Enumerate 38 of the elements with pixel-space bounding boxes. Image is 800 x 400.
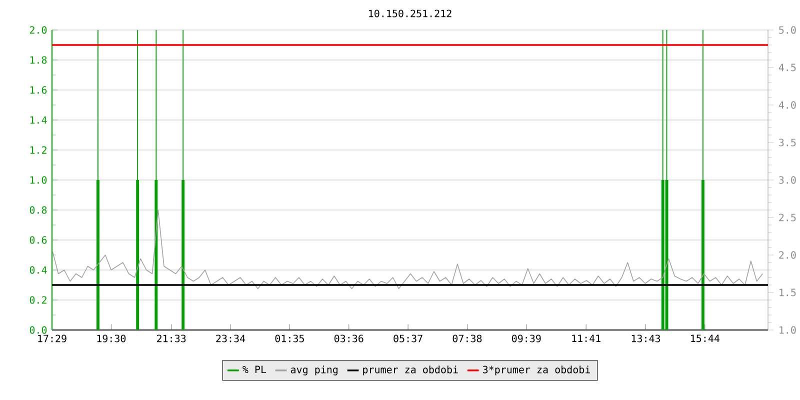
y-tick-label: 0.2 xyxy=(30,296,46,304)
y-tick-label: 1.2 xyxy=(30,146,46,154)
legend-label: prumer za obdobi xyxy=(363,366,458,376)
y-tick-label: 1.4 xyxy=(30,116,47,124)
x-tick-label: 09:39 xyxy=(512,334,541,342)
y2-tick-label: 2.5 xyxy=(779,214,796,222)
y-tick-label: 0.0 xyxy=(30,326,47,334)
y-tick-label: 1.8 xyxy=(30,56,47,64)
x-tick-label: 15:44 xyxy=(691,334,720,342)
y2-tick-label: 2.0 xyxy=(779,251,796,259)
y-tick-label: 0.4 xyxy=(30,266,47,274)
legend-label: 3*prumer za obdobi xyxy=(483,366,590,376)
x-tick-label: 21:33 xyxy=(157,334,186,342)
y2-tick-label: 4.0 xyxy=(778,101,796,109)
y2-tick-label: 5.0 xyxy=(779,26,796,34)
y-tick-label: 0.6 xyxy=(30,236,47,244)
x-tick-label: 13:43 xyxy=(632,334,660,342)
x-tick-label: 07:38 xyxy=(452,334,482,342)
y-tick-label: 2.0 xyxy=(30,26,47,34)
line-series xyxy=(52,210,764,290)
y2-tick-label: 3.5 xyxy=(779,138,796,146)
x-tick-label: 23:34 xyxy=(216,334,246,342)
legend-label: % PL xyxy=(242,366,266,374)
y-tick-label: 1.6 xyxy=(30,86,47,94)
y2-tick-label: 1.5 xyxy=(780,288,796,296)
x-tick-label: 05:37 xyxy=(394,334,422,342)
x-tick-label: 17:29 xyxy=(38,334,66,342)
x-tick-label: 19:30 xyxy=(97,334,126,342)
chart-title: 10.150.251.212 xyxy=(369,10,452,18)
y2-tick-label: 1.0 xyxy=(780,326,796,334)
y-tick-label: 1.0 xyxy=(30,176,47,184)
y-tick-label: 0.8 xyxy=(30,206,47,214)
y2-tick-label: 4.5 xyxy=(778,64,796,72)
x-tick-label: 03:36 xyxy=(334,334,364,342)
x-tick-label: 11:41 xyxy=(572,334,600,342)
legend-label: avg ping xyxy=(290,366,338,376)
x-tick-label: 01:35 xyxy=(275,334,304,342)
y2-tick-label: 3.0 xyxy=(779,176,796,184)
